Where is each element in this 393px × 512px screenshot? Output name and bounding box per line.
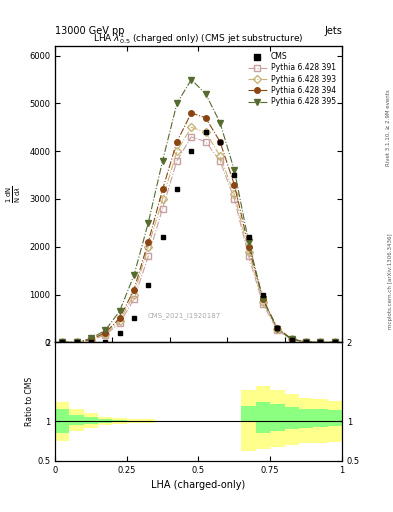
Pythia 6.428 393 [117, 318, 122, 324]
Pythia 6.428 391 [246, 253, 251, 260]
Text: mcplots.cern.ch [arXiv:1306.3436]: mcplots.cern.ch [arXiv:1306.3436] [387, 234, 393, 329]
Pythia 6.428 393 [174, 148, 179, 154]
Pythia 6.428 394 [103, 330, 108, 336]
Pythia 6.428 395 [189, 76, 194, 82]
Pythia 6.428 391 [318, 339, 323, 346]
Pythia 6.428 393 [189, 124, 194, 131]
Pythia 6.428 395 [117, 308, 122, 314]
Pythia 6.428 393 [304, 339, 309, 345]
Pythia 6.428 395 [146, 220, 151, 226]
Pythia 6.428 393 [88, 337, 93, 343]
Pythia 6.428 393 [218, 153, 222, 159]
Pythia 6.428 391 [60, 339, 64, 346]
Text: Rivet 3.1.10, ≥ 2.9M events: Rivet 3.1.10, ≥ 2.9M events [386, 90, 391, 166]
Pythia 6.428 391 [332, 339, 337, 346]
Pythia 6.428 394 [146, 239, 151, 245]
Pythia 6.428 395 [246, 239, 251, 245]
Pythia 6.428 394 [275, 325, 280, 331]
Pythia 6.428 394 [74, 339, 79, 346]
Pythia 6.428 391 [160, 205, 165, 211]
Pythia 6.428 394 [318, 339, 323, 346]
Pythia 6.428 391 [103, 332, 108, 338]
Pythia 6.428 395 [304, 339, 309, 345]
Y-axis label: Ratio to CMS: Ratio to CMS [25, 377, 34, 426]
Pythia 6.428 395 [203, 91, 208, 97]
Pythia 6.428 393 [246, 248, 251, 254]
Pythia 6.428 393 [203, 129, 208, 135]
Pythia 6.428 391 [174, 158, 179, 164]
Pythia 6.428 394 [261, 296, 265, 303]
Pythia 6.428 394 [246, 244, 251, 250]
Pythia 6.428 395 [74, 339, 79, 346]
Pythia 6.428 393 [232, 191, 237, 197]
Pythia 6.428 391 [132, 296, 136, 303]
Pythia 6.428 391 [275, 327, 280, 333]
Pythia 6.428 393 [60, 339, 64, 346]
Pythia 6.428 393 [146, 244, 151, 250]
Pythia 6.428 393 [132, 291, 136, 297]
Legend: CMS, Pythia 6.428 391, Pythia 6.428 393, Pythia 6.428 394, Pythia 6.428 395: CMS, Pythia 6.428 391, Pythia 6.428 393,… [246, 50, 338, 109]
Pythia 6.428 391 [189, 134, 194, 140]
Pythia 6.428 394 [117, 315, 122, 322]
Pythia 6.428 395 [103, 327, 108, 333]
Pythia 6.428 391 [218, 158, 222, 164]
Pythia 6.428 394 [132, 287, 136, 293]
Pythia 6.428 391 [203, 139, 208, 145]
Pythia 6.428 391 [146, 253, 151, 260]
Pythia 6.428 393 [103, 331, 108, 337]
Pythia 6.428 395 [232, 167, 237, 174]
Line: Pythia 6.428 391: Pythia 6.428 391 [59, 134, 338, 345]
Pythia 6.428 394 [174, 139, 179, 145]
Pythia 6.428 391 [117, 320, 122, 326]
Pythia 6.428 391 [88, 337, 93, 343]
Pythia 6.428 394 [332, 339, 337, 346]
Pythia 6.428 395 [132, 272, 136, 279]
Pythia 6.428 393 [160, 196, 165, 202]
Pythia 6.428 394 [160, 186, 165, 193]
Pythia 6.428 393 [275, 326, 280, 332]
Pythia 6.428 393 [74, 339, 79, 346]
Pythia 6.428 394 [88, 336, 93, 343]
Pythia 6.428 394 [218, 139, 222, 145]
Line: Pythia 6.428 394: Pythia 6.428 394 [59, 110, 338, 345]
Text: Jets: Jets [324, 26, 342, 36]
Pythia 6.428 391 [289, 337, 294, 343]
Pythia 6.428 393 [318, 339, 323, 346]
Line: Pythia 6.428 393: Pythia 6.428 393 [59, 124, 338, 345]
Pythia 6.428 395 [160, 158, 165, 164]
Pythia 6.428 395 [318, 339, 323, 346]
Pythia 6.428 391 [304, 339, 309, 345]
Pythia 6.428 395 [218, 119, 222, 125]
Line: Pythia 6.428 395: Pythia 6.428 395 [59, 76, 338, 346]
Pythia 6.428 393 [289, 336, 294, 343]
Pythia 6.428 394 [189, 110, 194, 116]
Pythia 6.428 395 [289, 336, 294, 343]
Text: CMS_2021_I1920187: CMS_2021_I1920187 [147, 312, 221, 318]
Pythia 6.428 395 [60, 339, 64, 346]
Pythia 6.428 394 [203, 115, 208, 121]
X-axis label: LHA (charged-only): LHA (charged-only) [151, 480, 246, 490]
Pythia 6.428 395 [174, 100, 179, 106]
Pythia 6.428 393 [261, 298, 265, 305]
Pythia 6.428 394 [60, 339, 64, 346]
Pythia 6.428 394 [289, 336, 294, 342]
Pythia 6.428 391 [261, 301, 265, 307]
Pythia 6.428 395 [88, 335, 93, 342]
Pythia 6.428 395 [332, 339, 337, 346]
Pythia 6.428 391 [232, 196, 237, 202]
Pythia 6.428 394 [232, 182, 237, 188]
Y-axis label: $\frac{1}{\mathrm{N}} \frac{\mathrm{d}\mathrm{N}}{\mathrm{d}\lambda}$: $\frac{1}{\mathrm{N}} \frac{\mathrm{d}\m… [5, 185, 24, 203]
Pythia 6.428 391 [74, 339, 79, 346]
Pythia 6.428 394 [304, 339, 309, 345]
Title: LHA $\lambda^{1}_{0.5}$ (charged only) (CMS jet substructure): LHA $\lambda^{1}_{0.5}$ (charged only) (… [93, 31, 304, 46]
Pythia 6.428 393 [332, 339, 337, 346]
Pythia 6.428 395 [261, 296, 265, 303]
Text: 13000 GeV pp: 13000 GeV pp [55, 26, 125, 36]
Pythia 6.428 395 [275, 326, 280, 332]
